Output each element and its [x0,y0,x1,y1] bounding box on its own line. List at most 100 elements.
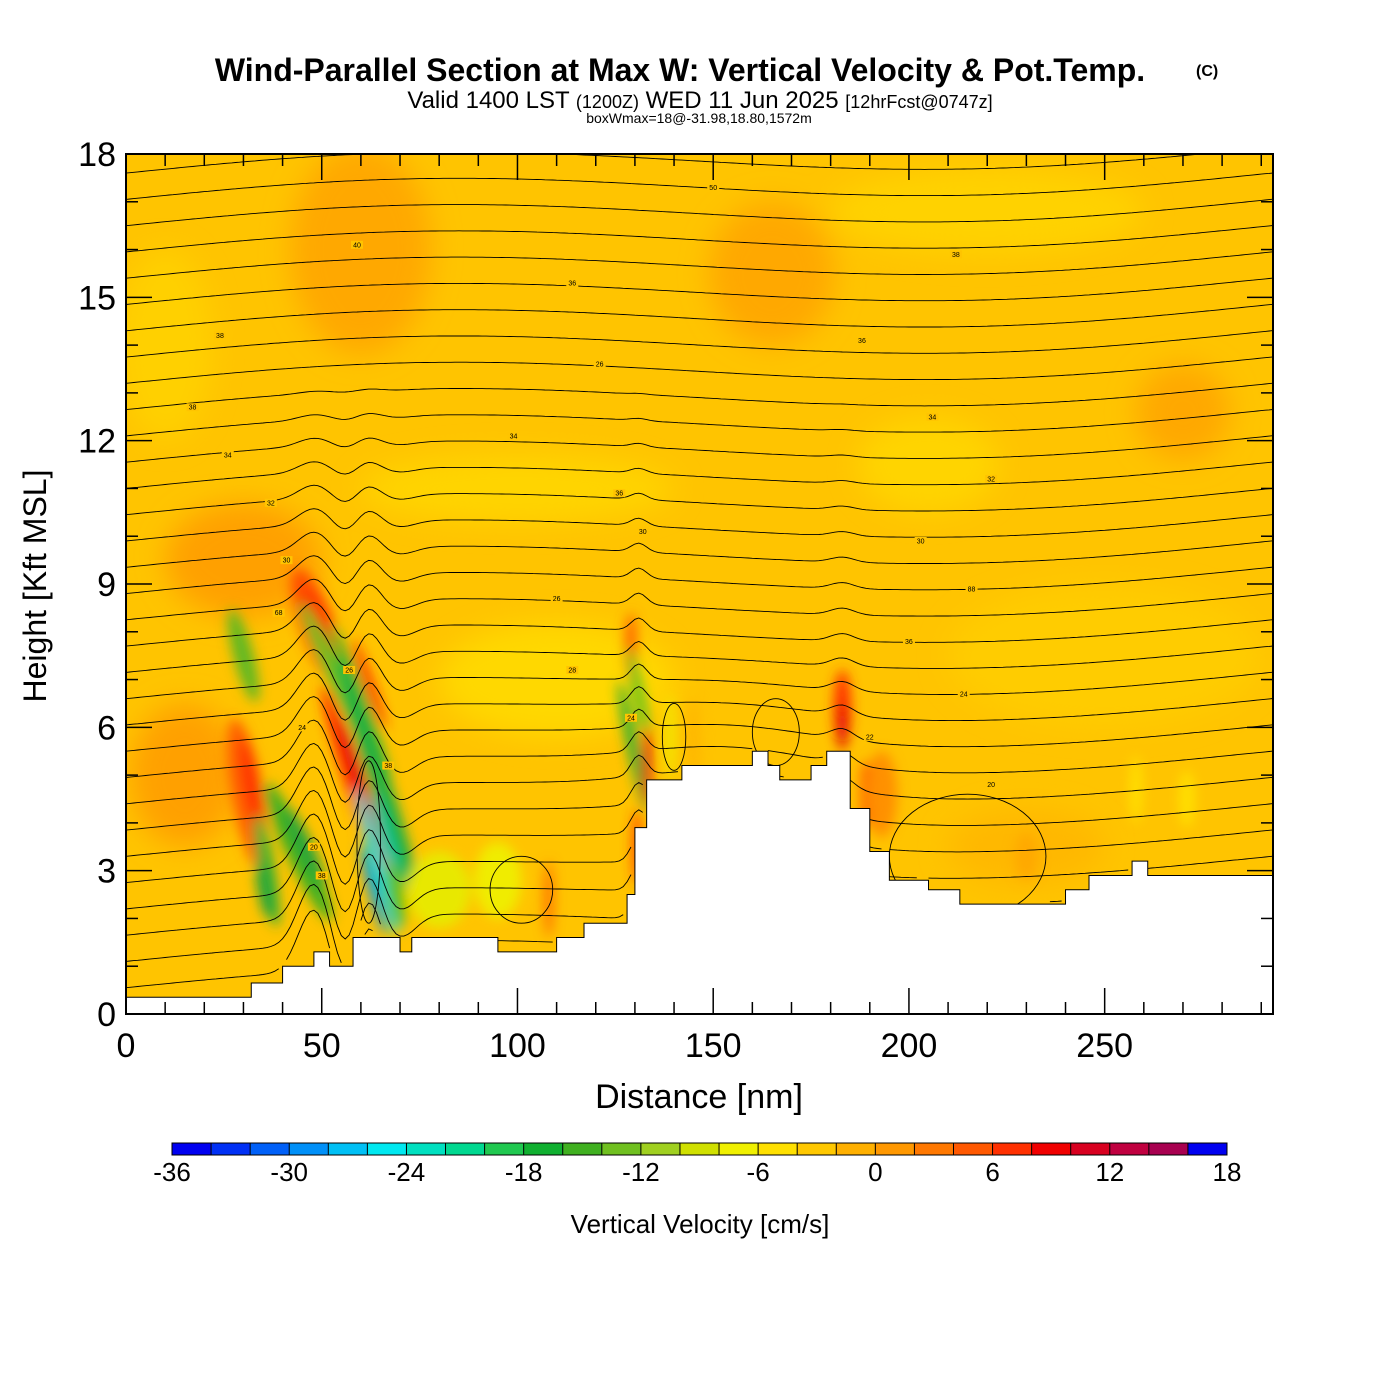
velocity-blob-30 [837,703,848,752]
contour-label-bg-19 [272,608,285,617]
velocity-blob-8 [287,807,326,886]
isentrope-11 [126,649,1273,700]
isentrope-15 [126,555,1273,595]
contour-label-8: 34 [929,414,937,421]
background-velocity-field [126,154,1262,885]
y-axis-label: Height [Kft MSL] [17,470,53,703]
y-tick-label-9: 9 [97,566,116,604]
isentrope-18 [126,484,1273,516]
isentrope-12 [126,625,1273,673]
velocity-blob-6 [256,861,270,919]
contour-label-1: 40 [353,242,361,249]
isentrope-0 [126,909,373,989]
isentrope-28 [126,225,1273,253]
contour-label-bg-6 [593,360,606,369]
isentrope-29 [126,198,1273,227]
contour-label-bg-4 [213,331,226,340]
isentrope-31 [126,154,1206,174]
velocity-blob-28 [685,698,702,785]
contour-label-bg-16 [280,556,293,565]
isentrope-5 [126,790,1273,858]
isentrope-27 [126,251,1273,279]
contour-label-bg-24 [624,713,637,722]
colorbar-tick-label--24: -24 [388,1157,426,1187]
colorbar-bin-1 [211,1143,251,1155]
velocity-blob-7 [264,782,333,922]
x-tick-label-50: 50 [303,1027,341,1065]
subtitle-utc: (1200Z) [576,92,639,112]
colorbar-bin-2 [250,1143,290,1155]
isentrope-20 [126,435,1273,463]
contour-label-bg-17 [965,584,978,593]
colorbar-tick-label--12: -12 [622,1157,660,1187]
colorbar-bin-23 [1070,1143,1111,1155]
contour-label-bg-21 [343,666,356,674]
contour-label-13: 32 [267,500,275,507]
box-info: boxWmax=18@-31.98,18.80,1572m [586,110,812,126]
contour-label-bg-26 [863,732,876,741]
y-tick-label-3: 3 [97,853,116,891]
colorbar-bin-24 [1109,1143,1150,1155]
copyright-mark: (C) [1196,63,1218,80]
chart-title: Wind-Parallel Section at Max W: Vertical… [215,52,1145,88]
background-shade-11 [858,416,999,513]
contour-label-25: 24 [298,725,306,732]
colorbar-bin-3 [289,1143,329,1155]
contour-label-bg-11 [985,474,998,483]
contour-label-2: 38 [952,252,960,259]
velocity-blob-5 [254,814,280,928]
contour-label-26: 22 [866,734,874,741]
isentrope-6 [126,766,1273,831]
closed-contour-4 [356,760,381,924]
contour-label-bg-15 [914,537,927,545]
potential-temperature-contours [126,154,1273,989]
contour-label-6: 26 [596,362,604,369]
isentrope-8 [126,719,1273,778]
x-tick-label-100: 100 [489,1027,546,1065]
colorbar-bin-10 [562,1143,603,1155]
background-shade-0 [290,154,432,355]
colorbar-tick-label-0: 0 [868,1157,882,1187]
contour-label-7: 38 [189,405,197,412]
velocity-blob-15 [355,787,398,935]
contour-label-16: 30 [283,558,291,565]
colorbar-bin-21 [992,1143,1033,1155]
velocity-blob-33 [1014,832,1039,881]
velocity-blob-23 [617,681,648,812]
background-shade-7 [948,584,1262,728]
isentrope-4 [126,813,1273,885]
isentrope-14 [126,578,1273,621]
contour-label-24: 24 [627,715,635,722]
isentrope-30 [126,172,1273,200]
background-shade-4 [129,703,240,847]
contour-label-20: 36 [905,639,913,646]
contour-label-3: 36 [568,281,576,288]
velocity-blob-34 [1129,756,1143,823]
contour-label-bg-5 [855,336,868,345]
velocity-blob-12 [338,716,384,853]
isentrope-1 [126,883,553,963]
isentrope-3 [126,837,1062,913]
contour-label-15: 30 [917,539,925,546]
isentrope-13 [126,602,1273,647]
contour-label-18: 26 [553,596,561,603]
isentrope-9 [126,696,1273,752]
contour-label-4: 38 [216,333,224,340]
colorbar-bin-25 [1148,1143,1189,1155]
contour-label-bg-20 [902,637,915,646]
contour-label-21: 26 [345,668,353,675]
contour-label-bg-7 [186,403,199,412]
contour-label-14: 30 [639,529,647,536]
colorbar-bin-14 [719,1143,759,1155]
contour-label-bg-28 [985,780,998,789]
colorbar-tick-label--30: -30 [270,1157,308,1187]
colorbar-bin-12 [640,1143,681,1155]
closed-contour-2 [661,702,687,771]
contour-labels: 50 40 38 36 38 36 26 38 34 34 34 32 36 32 30 30 30 88 26 68… [186,183,998,880]
isentrope-23 [126,356,1273,384]
subtitle-date: WED 11 Jun 2025 [646,87,839,114]
contour-label-bg-23 [957,689,970,698]
colorbar-bin-20 [953,1143,994,1155]
velocity-blob-14 [337,657,423,912]
